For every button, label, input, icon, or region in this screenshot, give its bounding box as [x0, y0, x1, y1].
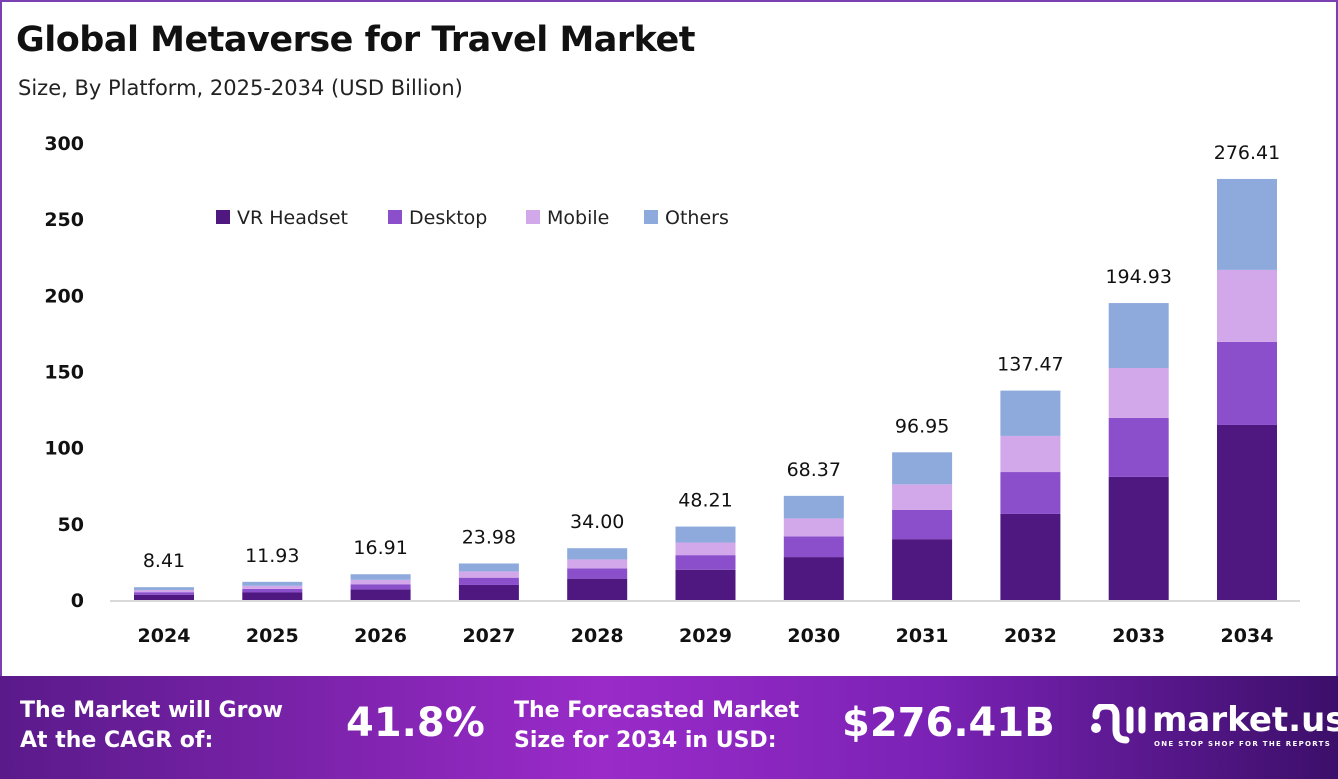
bar-segment-mobile — [1217, 269, 1277, 342]
x-tick-label: 2034 — [1221, 625, 1274, 647]
logo-name: market.us — [1152, 700, 1338, 740]
bar-segment-others — [134, 587, 194, 590]
bar-segment-vr-headset — [675, 569, 736, 600]
y-tick-label: 250 — [44, 209, 84, 231]
bar-segment-desktop — [134, 592, 194, 595]
bar-segment-mobile — [134, 589, 194, 593]
y-tick-label: 200 — [44, 285, 84, 307]
bar-segment-vr-headset — [1217, 424, 1277, 600]
chart-frame — [0, 0, 1338, 676]
chart-subtitle: Size, By Platform, 2025-2034 (USD Billio… — [18, 76, 463, 100]
y-tick-label: 300 — [44, 133, 84, 155]
forecast-label-line2: Size for 2034 in USD: — [514, 728, 777, 753]
legend-swatch — [216, 210, 230, 224]
data-label: 137.47 — [997, 354, 1063, 376]
footer-banner: The Market will Grow At the CAGR of: 41.… — [0, 676, 1338, 779]
bar-segment-desktop — [242, 588, 303, 593]
data-label: 16.91 — [353, 537, 407, 559]
stacked-bar-chart: 0 50 100 150 200 250 300 8.41 2024 11.93 2025 16.91… — [44, 133, 1300, 647]
y-tick-label: 150 — [44, 362, 84, 384]
bar-segment-others — [242, 581, 303, 586]
chart-title: Global Metaverse for Travel Market — [16, 20, 695, 60]
x-tick-label: 2030 — [787, 625, 840, 647]
bar-segment-desktop — [1108, 417, 1169, 477]
data-label: 96.95 — [895, 415, 949, 437]
cagr-label: The Market will Grow At the CAGR of: — [20, 696, 283, 756]
x-tick-label: 2025 — [246, 625, 299, 647]
data-label: 8.41 — [143, 550, 185, 572]
forecast-value: $276.41B — [842, 700, 1055, 746]
bar-segment-mobile — [1108, 367, 1169, 418]
legend-item: Mobile — [547, 207, 609, 229]
x-tick-label: 2026 — [354, 625, 407, 647]
legend-swatch — [388, 210, 402, 224]
data-label: 11.93 — [245, 545, 299, 567]
bar-segment-vr-headset — [783, 557, 844, 600]
legend-item: VR Headset — [237, 207, 348, 229]
data-label: 68.37 — [787, 459, 841, 481]
bar-segment-mobile — [783, 518, 844, 537]
cagr-label-line1: The Market will Grow — [20, 698, 283, 723]
legend-swatch — [526, 210, 540, 224]
x-tick-label: 2027 — [462, 625, 515, 647]
bar-segment-others — [892, 452, 953, 485]
bar-segment-others — [675, 526, 736, 543]
legend-swatch — [644, 210, 658, 224]
bar-segment-mobile — [892, 484, 953, 510]
bar-segment-desktop — [1000, 472, 1061, 514]
logo-tagline: ONE STOP SHOP FOR THE REPORTS — [1154, 740, 1332, 748]
bar-segment-others — [1000, 390, 1061, 436]
bar-segment-mobile — [458, 571, 519, 578]
logo-mark-icon — [1091, 704, 1146, 744]
y-tick-label: 0 — [71, 590, 84, 612]
bar-segment-vr-headset — [1000, 513, 1061, 600]
x-tick-label: 2024 — [138, 625, 191, 647]
data-label: 34.00 — [570, 511, 624, 533]
bar-segment-others — [1108, 303, 1169, 368]
bar-segment-desktop — [675, 555, 736, 570]
bar-segment-desktop — [350, 584, 411, 590]
bar-segment-vr-headset — [892, 539, 953, 600]
bar-segment-others — [1217, 178, 1277, 270]
bar-segment-others — [783, 495, 844, 519]
bar-segment-vr-headset — [1108, 476, 1169, 600]
x-tick-label: 2028 — [571, 625, 624, 647]
data-label: 23.98 — [462, 526, 516, 548]
data-label: 276.41 — [1214, 142, 1280, 164]
bar-segment-vr-headset — [242, 592, 303, 600]
legend-item: Desktop — [409, 207, 487, 229]
bar-segment-vr-headset — [350, 589, 411, 600]
data-label: 48.21 — [678, 490, 732, 512]
bar-segment-vr-headset — [567, 578, 628, 600]
bar-segment-others — [567, 548, 628, 560]
bar-segment-desktop — [567, 568, 628, 579]
bar-segment-mobile — [1000, 435, 1061, 473]
bar-segment-desktop — [458, 577, 519, 585]
bar-segment-desktop — [783, 536, 844, 558]
bar-segment-mobile — [567, 559, 628, 569]
x-tick-label: 2029 — [679, 625, 732, 647]
bar-segment-desktop — [1217, 341, 1277, 425]
y-tick-label: 100 — [44, 438, 84, 460]
cagr-label-line2: At the CAGR of: — [20, 728, 214, 753]
x-tick-label: 2031 — [896, 625, 949, 647]
bar-segment-others — [458, 563, 519, 572]
legend-item: Others — [665, 207, 729, 229]
data-label: 194.93 — [1105, 266, 1171, 288]
forecast-label-line1: The Forecasted Market — [514, 698, 800, 723]
forecast-label: The Forecasted Market Size for 2034 in U… — [514, 696, 799, 756]
bar-segment-others — [350, 574, 411, 580]
bar-segment-mobile — [242, 585, 303, 589]
x-tick-label: 2033 — [1112, 625, 1165, 647]
bar-segment-mobile — [350, 579, 411, 585]
x-tick-label: 2032 — [1004, 625, 1057, 647]
bar-segment-vr-headset — [134, 594, 194, 600]
bar-segment-mobile — [675, 542, 736, 556]
bar-segment-desktop — [892, 509, 953, 540]
y-tick-label: 50 — [58, 514, 84, 536]
bar-segment-vr-headset — [458, 584, 519, 600]
cagr-value: 41.8% — [346, 700, 485, 746]
